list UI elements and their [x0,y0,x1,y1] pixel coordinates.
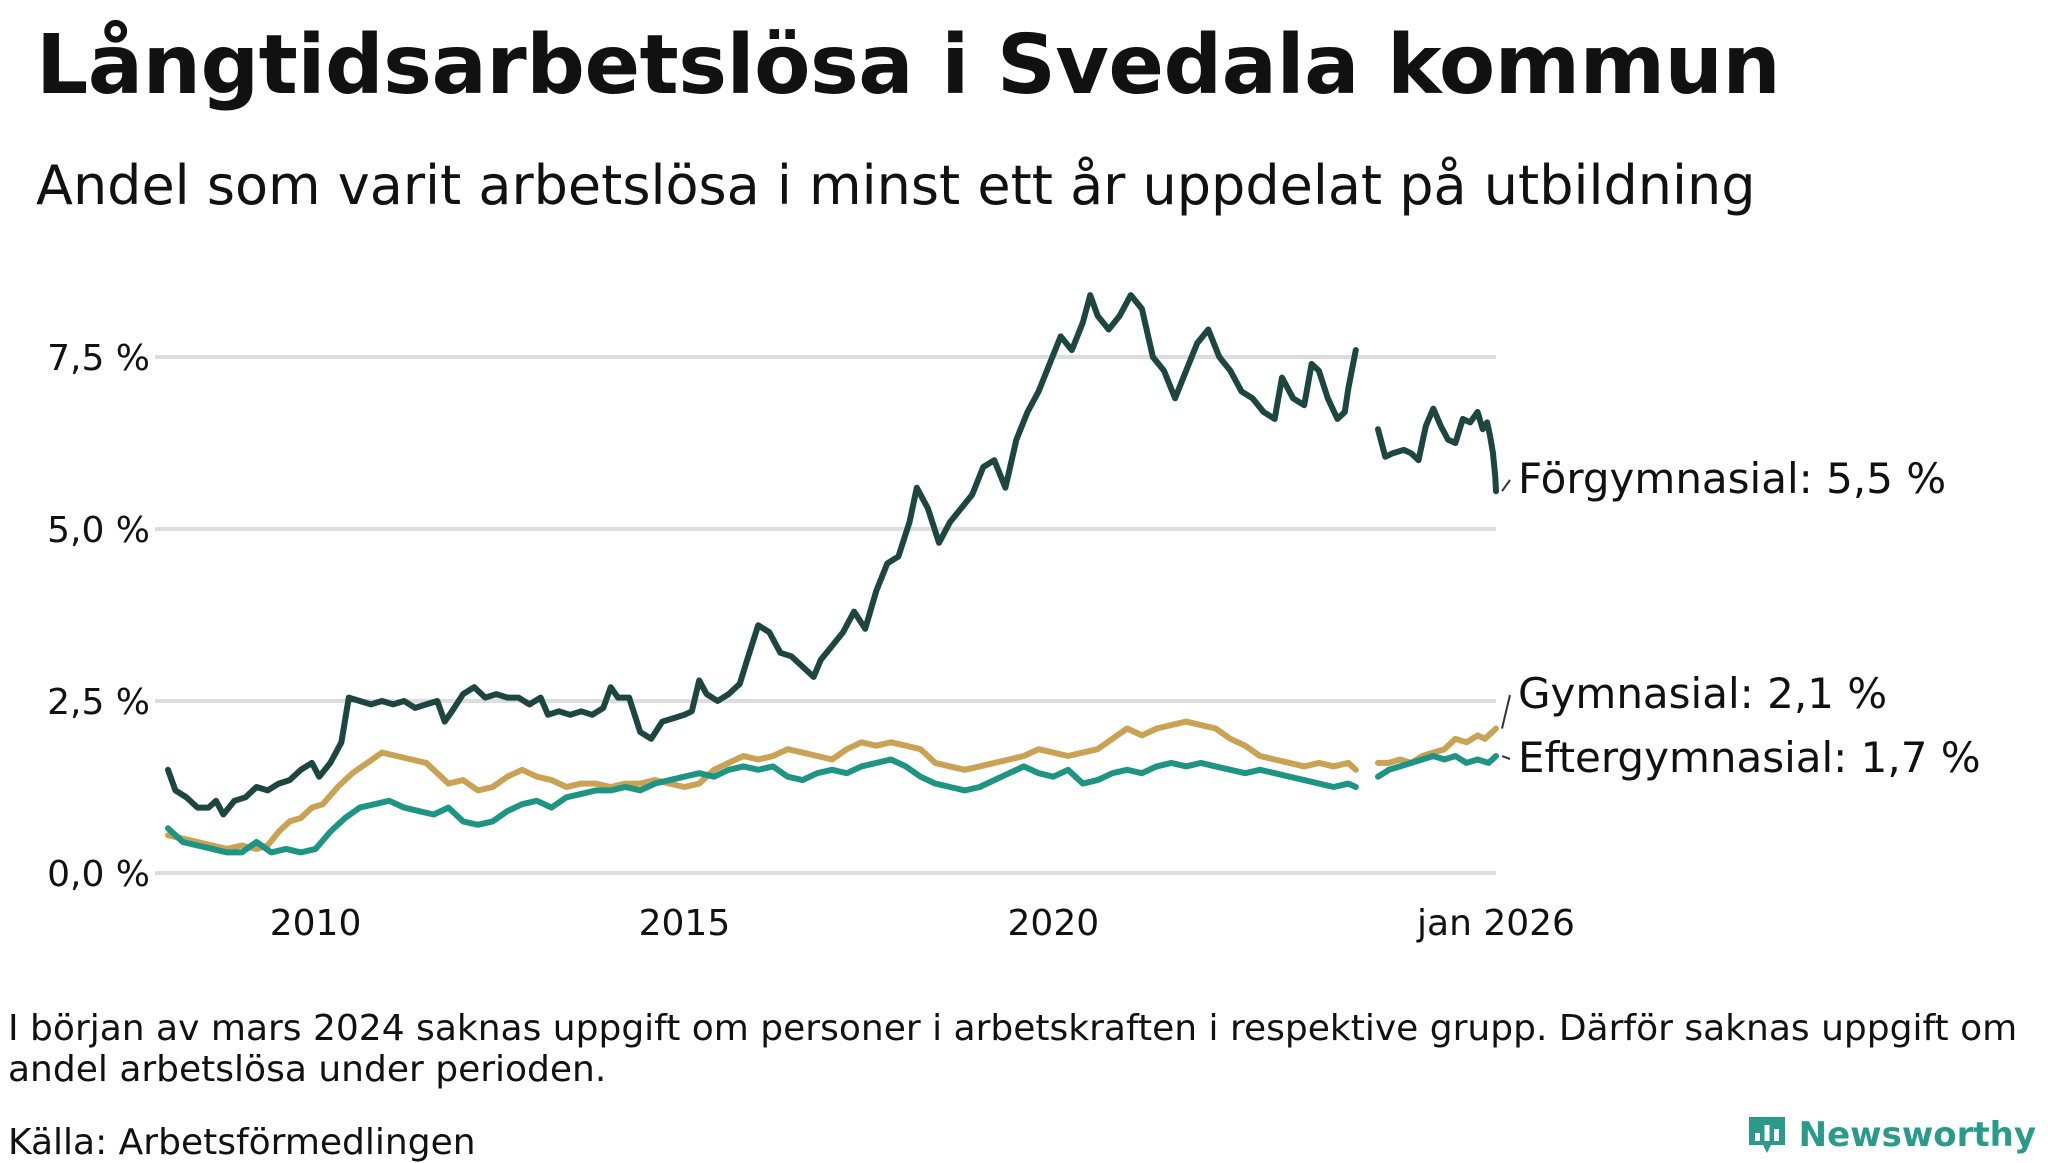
y-tick-label: 5,0 % [47,510,150,551]
x-axis-tick-labels: 2010 2015 2020 jan 2026 [270,903,1575,944]
brand-name: Newsworthy [1798,1115,2036,1155]
series-line-förgymnasial [165,292,1499,818]
end-label-gymnasial: Gymnasial: 2,1 % [1518,669,1887,718]
series-line-eftergymnasial [165,753,1499,856]
brand-logo: Newsworthy [1745,1113,2036,1157]
chart-title: Långtidsarbetslösa i Svedala kommun [36,18,1781,113]
series-end-labels: Förgymnasial: 5,5 % Gymnasial: 2,1 % Efter… [1501,454,1981,782]
source-credit: Källa: Arbetsförmedlingen [8,1122,476,1163]
end-label-förgymnasial: Förgymnasial: 5,5 % [1518,454,1946,503]
x-tick-label: jan 2026 [1416,903,1575,944]
label-leader-line [1501,694,1511,729]
end-label-eftergymnasial: Eftergymnasial: 1,7 % [1518,733,1981,782]
x-tick-label: 2015 [639,903,731,944]
y-tick-label: 7,5 % [47,338,150,379]
x-tick-label: 2010 [270,903,362,944]
gridlines [155,355,1496,875]
label-leader-line [1501,479,1511,492]
bar-chart-badge-icon [1748,1117,1785,1153]
footnote: I början av mars 2024 saknas uppgift om … [8,1008,2018,1090]
y-tick-label: 0,0 % [47,854,150,895]
chart-subtitle: Andel som varit arbetslösa i minst ett å… [36,154,1756,217]
x-tick-label: 2020 [1008,903,1100,944]
series-lines [165,292,1499,856]
label-leader-line [1501,755,1511,760]
series-line-gymnasial [165,718,1499,852]
y-axis-tick-labels: 0,0 % 2,5 % 5,0 % 7,5 % [47,338,150,895]
y-tick-label: 2,5 % [47,682,150,723]
